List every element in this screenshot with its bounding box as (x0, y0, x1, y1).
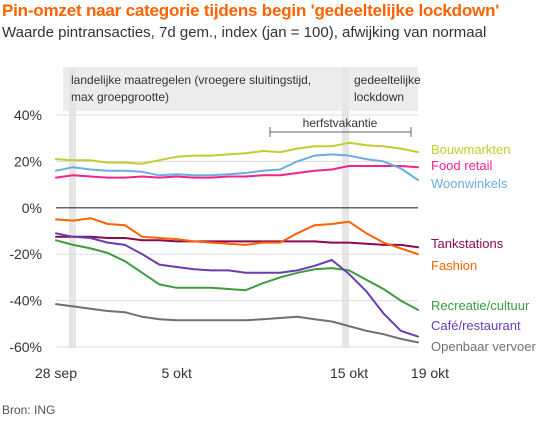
y-tick-label: -40% (9, 293, 42, 309)
y-axis-ticks: 40% 20% 0% -20% -40% -60% (9, 107, 42, 355)
y-tick-label: 0% (22, 200, 42, 216)
y-tick-label: -60% (9, 339, 42, 355)
legend-label: Recreatie/cultuur (431, 298, 530, 313)
chart-subtitle: Waarde pintransacties, 7d gem., index (j… (2, 24, 487, 41)
y-tick-label: -20% (9, 246, 42, 262)
x-tick-label: 15 okt (330, 365, 368, 381)
holiday-bracket (269, 127, 412, 137)
series-line (55, 235, 419, 249)
series-line (55, 303, 419, 344)
phase2-label-line2: lockdown (354, 90, 404, 104)
phase1-band (63, 67, 343, 111)
source-note: Bron: ING (2, 403, 56, 417)
legend-label: Openbaar vervoer (431, 339, 536, 354)
x-tick-label: 5 okt (161, 365, 191, 381)
legend-label: Food retail (431, 158, 493, 173)
y-tick-label: 40% (14, 107, 42, 123)
series-line (55, 217, 419, 256)
series-line (55, 153, 419, 181)
phase1-label-line1: landelijke maatregelen (vroegere sluitin… (71, 73, 311, 87)
series-line (55, 165, 419, 179)
x-tick-label: 19 okt (411, 365, 449, 381)
phase2-band (343, 67, 418, 111)
series-line (55, 141, 419, 165)
legend-label: Café/restaurant (431, 318, 521, 333)
series-line (55, 232, 419, 338)
chart-title: Pin-omzet naar categorie tijdens begin '… (2, 1, 500, 20)
phase1-label-line2: max groepgrootte) (71, 90, 169, 104)
x-axis-ticks: 28 sep 5 okt 15 okt 19 okt (35, 365, 449, 381)
holiday-label: herfstvakantie (303, 116, 378, 130)
legend-label: Tankstations (431, 236, 504, 251)
legend-label: Woonwinkels (431, 176, 508, 191)
legend-label: Bouwmarkten (431, 142, 510, 157)
y-tick-label: 20% (14, 153, 42, 169)
line-chart: 40% 20% 0% -20% -40% -60% 28 sep 5 okt 15 okt 19… (9, 67, 536, 381)
legend-label: Fashion (431, 258, 477, 273)
phase2-label-line1: gedeeltelijke (354, 73, 421, 87)
x-tick-label: 28 sep (35, 365, 77, 381)
series-line (55, 239, 419, 311)
series-lines (55, 141, 419, 344)
gridlines (56, 114, 418, 348)
